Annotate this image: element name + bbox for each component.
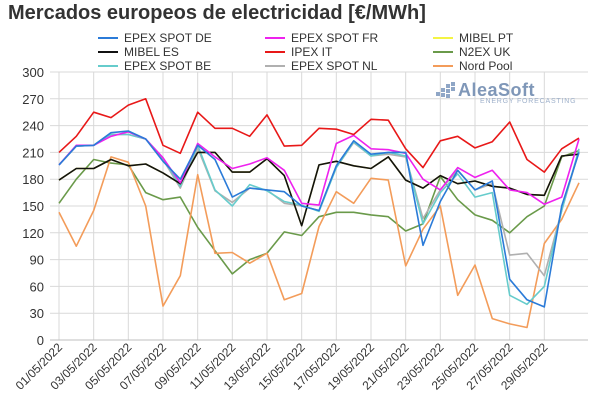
y-tick-label: 210 — [22, 145, 44, 160]
series-line-ipex-it — [58, 98, 580, 173]
series-line-n2ex-uk — [58, 149, 580, 275]
y-tick-label: 90 — [30, 253, 44, 268]
y-tick-label: 0 — [37, 333, 44, 348]
series-line-mibel-es — [58, 151, 580, 227]
series-line-nord-pool — [58, 156, 580, 329]
y-tick-label: 120 — [22, 226, 44, 241]
legend-label: Nord Pool — [459, 59, 512, 73]
x-axis: 01/05/202203/05/202205/05/202207/05/2022… — [13, 340, 551, 393]
legend-label: EPEX SPOT BE — [124, 59, 211, 73]
y-tick-label: 300 — [22, 65, 44, 80]
aleasoft-logo: AleaSoft ENERGY FORECASTING — [436, 80, 586, 110]
y-tick-label: 30 — [30, 306, 44, 321]
y-axis: 0 30 60 90 120 150 180 210 240 270 300 — [22, 65, 44, 348]
legend-label: MIBEL ES — [124, 45, 179, 59]
legend-label: MIBEL PT — [459, 31, 514, 45]
y-tick-label: 180 — [22, 172, 44, 187]
series-lines — [58, 98, 580, 329]
legend-label: EPEX SPOT DE — [124, 31, 212, 45]
legend-label: EPEX SPOT NL — [291, 59, 378, 73]
logo-tagline: ENERGY FORECASTING — [480, 98, 577, 105]
legend-label: N2EX UK — [459, 45, 510, 59]
y-tick-label: 150 — [22, 199, 44, 214]
y-tick-label: 240 — [22, 119, 44, 134]
chart-title: Mercados europeos de electricidad [€/MWh… — [8, 2, 426, 24]
legend-label: EPEX SPOT FR — [291, 31, 378, 45]
logo-grid-icon — [436, 82, 455, 98]
logo-name: AleaSoft — [458, 80, 536, 100]
series-line-epex-spot-fr — [58, 131, 580, 206]
legend: EPEX SPOT DE EPEX SPOT FR MIBEL PT IPEX IT M… — [98, 31, 514, 73]
y-tick-label: 270 — [22, 92, 44, 107]
legend-label: IPEX IT — [291, 45, 333, 59]
series-line-mibel-pt — [58, 151, 580, 227]
y-tick-label: 60 — [30, 279, 44, 294]
grid — [50, 71, 588, 341]
series-line-epex-spot-de — [58, 130, 580, 308]
